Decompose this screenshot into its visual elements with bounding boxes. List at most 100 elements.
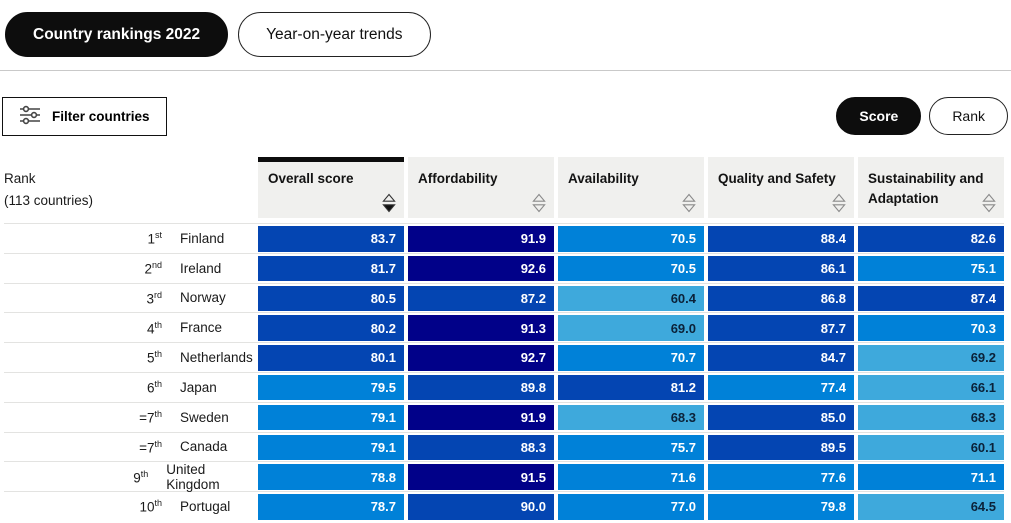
table-row[interactable]: 1st Finland 83.7 91.9 70.5 88.4 82.6 [4, 223, 1004, 253]
table-row[interactable]: 5th Netherlands 80.1 92.7 70.7 84.7 69.2 [4, 342, 1004, 372]
score-cell-quality-and-safety: 85.0 [708, 404, 854, 431]
score-cell-affordability: 91.9 [408, 404, 554, 431]
rank-label: =7th [139, 438, 162, 456]
rank-country-cell: 10th Portugal [4, 492, 254, 521]
score-cell-availability: 68.3 [558, 404, 704, 431]
score-cell-affordability: 89.8 [408, 374, 554, 401]
column-header-overall-score[interactable]: Overall score [258, 157, 404, 218]
score-cell-sustainability-and-adaptation: 71.1 [858, 464, 1004, 490]
sort-arrows-icon[interactable] [982, 193, 996, 213]
rank-header-line2: (113 countries) [4, 193, 94, 208]
score-cell-availability: 81.2 [558, 374, 704, 401]
sort-arrows-icon[interactable] [532, 193, 546, 213]
score-cell-quality-and-safety: 86.1 [708, 255, 854, 282]
country-name: France [180, 320, 223, 336]
score-cell-overall-score: 79.1 [258, 434, 404, 461]
filter-countries-label: Filter countries [52, 109, 150, 124]
toggle-score-button[interactable]: Score [836, 97, 922, 135]
rank-label: 3rd [146, 289, 162, 307]
score-cell-sustainability-and-adaptation: 87.4 [858, 285, 1004, 312]
tab-country-rankings[interactable]: Country rankings 2022 [5, 12, 229, 57]
country-name: United Kingdom [166, 462, 220, 493]
rank-country-cell: 6th Japan [4, 373, 254, 402]
table-row[interactable]: 2nd Ireland 81.7 92.6 70.5 86.1 75.1 [4, 252, 1004, 283]
score-cell-overall-score: 78.7 [258, 494, 404, 520]
rank-label: 9th [133, 469, 149, 486]
score-cell-availability: 60.4 [558, 285, 704, 312]
table-row[interactable]: 3rd Norway 80.5 87.2 60.4 86.8 87.4 [4, 282, 1004, 313]
score-cell-quality-and-safety: 77.6 [708, 464, 854, 490]
score-cell-quality-and-safety: 88.4 [708, 226, 854, 252]
table-row[interactable]: 10th Portugal 78.7 90.0 77.0 79.8 64.5 [4, 491, 1004, 521]
score-cell-overall-score: 79.5 [258, 374, 404, 401]
country-name: Sweden [180, 409, 229, 425]
country-name: Norway [180, 290, 226, 306]
rank-label: 4th [146, 319, 162, 337]
score-cell-quality-and-safety: 77.4 [708, 374, 854, 401]
table-header: Rank (113 countries) Overall score Afford… [4, 157, 1004, 223]
column-header-label: Availability [568, 171, 639, 186]
section-divider [0, 70, 1011, 71]
filter-countries-button[interactable]: Filter countries [2, 97, 167, 136]
table-row[interactable]: 9th United Kingdom 78.8 91.5 71.6 77.6 71.1 [4, 461, 1004, 493]
rank-country-cell: 4th France [4, 313, 254, 342]
score-cell-affordability: 91.3 [408, 315, 554, 341]
score-cell-availability: 70.5 [558, 226, 704, 252]
column-header-quality-and-safety[interactable]: Quality and Safety [708, 157, 854, 218]
score-cell-quality-and-safety: 84.7 [708, 345, 854, 371]
column-header-affordability[interactable]: Affordability [408, 157, 554, 218]
column-header-availability[interactable]: Availability [558, 157, 704, 218]
table-row[interactable]: =7th Canada 79.1 88.3 75.7 89.5 60.1 [4, 431, 1004, 462]
score-cell-availability: 77.0 [558, 494, 704, 520]
rank-label: 2nd [144, 259, 162, 277]
country-name: Ireland [180, 260, 222, 276]
score-cell-sustainability-and-adaptation: 70.3 [858, 315, 1004, 341]
rank-label: =7th [139, 408, 162, 426]
score-cell-availability: 75.7 [558, 434, 704, 461]
rank-label: 10th [139, 498, 162, 515]
score-cell-sustainability-and-adaptation: 69.2 [858, 345, 1004, 371]
column-header-label: Quality and Safety [718, 171, 836, 186]
country-name: Portugal [180, 499, 231, 515]
score-cell-availability: 70.7 [558, 345, 704, 371]
score-cell-quality-and-safety: 87.7 [708, 315, 854, 341]
rank-label: 5th [146, 349, 162, 366]
rank-label: 6th [146, 379, 162, 396]
column-header-sustainability-and-adaptation[interactable]: Sustainability and Adaptation [858, 157, 1004, 218]
score-cell-sustainability-and-adaptation: 82.6 [858, 226, 1004, 252]
score-cell-overall-score: 83.7 [258, 226, 404, 252]
country-name: Finland [180, 230, 225, 246]
sort-arrows-icon[interactable] [832, 193, 846, 213]
sort-arrows-icon[interactable] [682, 193, 696, 213]
score-cell-overall-score: 78.8 [258, 464, 404, 490]
rank-header-line1: Rank [4, 171, 36, 186]
rankings-table: Rank (113 countries) Overall score Afford… [4, 157, 1004, 521]
score-cell-affordability: 87.2 [408, 285, 554, 312]
rank-country-cell: 2nd Ireland [4, 254, 254, 283]
toggle-rank-button[interactable]: Rank [929, 97, 1008, 135]
score-cell-sustainability-and-adaptation: 68.3 [858, 404, 1004, 431]
tab-year-on-year-trends[interactable]: Year-on-year trends [238, 12, 431, 57]
score-cell-sustainability-and-adaptation: 75.1 [858, 255, 1004, 282]
score-cell-quality-and-safety: 86.8 [708, 285, 854, 312]
rank-label: 1st [147, 230, 162, 247]
sort-arrows-icon[interactable] [382, 193, 396, 213]
score-cell-sustainability-and-adaptation: 66.1 [858, 374, 1004, 401]
score-cell-availability: 69.0 [558, 315, 704, 341]
score-cell-affordability: 91.9 [408, 226, 554, 252]
score-cell-affordability: 91.5 [408, 464, 554, 490]
sliders-icon [19, 104, 41, 129]
rank-country-cell: 1st Finland [4, 224, 254, 253]
table-row[interactable]: 4th France 80.2 91.3 69.0 87.7 70.3 [4, 312, 1004, 342]
column-header-label: Sustainability and Adaptation [868, 171, 984, 206]
score-cell-overall-score: 80.1 [258, 345, 404, 371]
rank-country-cell: =7th Sweden [4, 403, 254, 432]
table-row[interactable]: 6th Japan 79.5 89.8 81.2 77.4 66.1 [4, 371, 1004, 402]
score-cell-overall-score: 81.7 [258, 255, 404, 282]
table-row[interactable]: =7th Sweden 79.1 91.9 68.3 85.0 68.3 [4, 401, 1004, 432]
column-header-label: Overall score [268, 171, 354, 186]
score-cell-affordability: 88.3 [408, 434, 554, 461]
score-rank-toggle: Score Rank [836, 97, 1008, 135]
country-name: Canada [180, 439, 228, 455]
score-cell-availability: 71.6 [558, 464, 704, 490]
